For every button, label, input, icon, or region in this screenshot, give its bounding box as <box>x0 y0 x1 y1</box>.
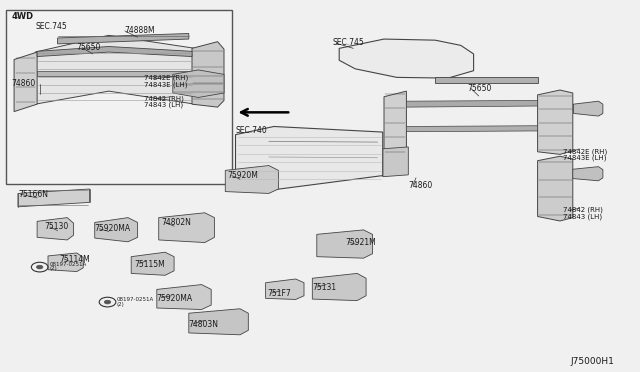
Text: 74860: 74860 <box>12 79 36 88</box>
Text: (2): (2) <box>116 302 124 307</box>
Text: 75166N: 75166N <box>18 190 48 199</box>
Text: 08197-0251A: 08197-0251A <box>116 297 154 302</box>
Polygon shape <box>48 253 83 272</box>
Text: 75920M: 75920M <box>227 171 258 180</box>
Polygon shape <box>538 156 573 221</box>
Polygon shape <box>225 166 278 193</box>
Polygon shape <box>406 100 538 107</box>
Polygon shape <box>573 101 603 116</box>
Polygon shape <box>14 52 37 112</box>
Text: SEC.740: SEC.740 <box>236 126 268 135</box>
Text: 75115M: 75115M <box>134 260 165 269</box>
Text: 75131: 75131 <box>312 283 337 292</box>
Polygon shape <box>37 46 192 57</box>
Circle shape <box>104 300 111 304</box>
Bar <box>6 10 232 184</box>
Text: 75650: 75650 <box>77 43 101 52</box>
Polygon shape <box>266 279 304 299</box>
Text: 75920MA: 75920MA <box>95 224 131 233</box>
Polygon shape <box>573 167 603 181</box>
Text: 4WD: 4WD <box>12 12 34 21</box>
Text: 74842E (RH): 74842E (RH) <box>144 75 188 81</box>
Text: 74842E (RH): 74842E (RH) <box>563 148 607 155</box>
Text: 74803N: 74803N <box>189 320 219 329</box>
Polygon shape <box>339 39 474 78</box>
Polygon shape <box>189 309 248 335</box>
Text: 75921M: 75921M <box>346 238 376 247</box>
Text: (2): (2) <box>50 266 58 272</box>
Polygon shape <box>131 252 174 275</box>
Polygon shape <box>37 218 74 240</box>
Polygon shape <box>192 42 224 107</box>
Polygon shape <box>538 90 573 154</box>
Polygon shape <box>35 35 195 104</box>
Text: 75114M: 75114M <box>59 255 90 264</box>
Text: 08197-0251A: 08197-0251A <box>50 262 87 267</box>
Polygon shape <box>159 213 214 243</box>
Polygon shape <box>157 285 211 310</box>
Polygon shape <box>18 189 90 207</box>
Text: 74888M: 74888M <box>125 26 156 35</box>
Polygon shape <box>95 218 138 242</box>
Text: 74842 (RH): 74842 (RH) <box>563 207 603 214</box>
Text: 74843 (LH): 74843 (LH) <box>563 213 602 220</box>
Text: 751F7: 751F7 <box>268 289 291 298</box>
Polygon shape <box>317 230 372 258</box>
Text: 74802N: 74802N <box>161 218 191 227</box>
Polygon shape <box>406 126 538 132</box>
Text: 74842 (RH): 74842 (RH) <box>144 95 184 102</box>
Polygon shape <box>312 273 366 301</box>
Polygon shape <box>58 33 189 44</box>
Text: J75000H1: J75000H1 <box>570 357 614 366</box>
Text: 75650: 75650 <box>467 84 492 93</box>
Text: 74843 (LH): 74843 (LH) <box>144 102 183 108</box>
Text: 74843E (LH): 74843E (LH) <box>144 81 188 88</box>
Polygon shape <box>236 126 383 190</box>
Polygon shape <box>384 91 406 154</box>
Polygon shape <box>173 70 224 97</box>
Polygon shape <box>435 77 538 83</box>
Text: SEC.745: SEC.745 <box>333 38 365 47</box>
Polygon shape <box>383 147 408 177</box>
Text: SEC.745: SEC.745 <box>35 22 67 31</box>
Text: 75130: 75130 <box>45 222 69 231</box>
Text: 74843E (LH): 74843E (LH) <box>563 155 607 161</box>
Text: 75920MA: 75920MA <box>157 294 193 303</box>
Polygon shape <box>37 71 192 76</box>
Text: 74860: 74860 <box>408 181 433 190</box>
Circle shape <box>36 265 43 269</box>
